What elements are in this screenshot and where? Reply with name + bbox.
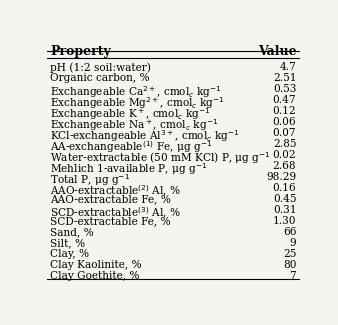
Text: 0.07: 0.07 (273, 128, 296, 138)
Text: SCD-extractable Fe, %: SCD-extractable Fe, % (50, 216, 171, 226)
Text: Mehlich 1-available P, μg g$^{-1}$: Mehlich 1-available P, μg g$^{-1}$ (50, 161, 208, 177)
Text: SCD-extractable$^{(3)}$ Al, %: SCD-extractable$^{(3)}$ Al, % (50, 205, 181, 221)
Text: Exchangeable Ca$^{2+}$, cmol$_c$ kg$^{-1}$: Exchangeable Ca$^{2+}$, cmol$_c$ kg$^{-1… (50, 84, 222, 100)
Text: 66: 66 (283, 227, 296, 237)
Text: 80: 80 (283, 260, 296, 270)
Text: 0.02: 0.02 (273, 150, 296, 160)
Text: Exchangeable K$^+$, cmol$_c$ kg$^{-1}$: Exchangeable K$^+$, cmol$_c$ kg$^{-1}$ (50, 106, 211, 122)
Text: Water-extractable (50 mM KCl) P, μg g$^{-1}$: Water-extractable (50 mM KCl) P, μg g$^{… (50, 150, 271, 166)
Text: Exchangeable Mg$^{2+}$, cmol$_c$ kg$^{-1}$: Exchangeable Mg$^{2+}$, cmol$_c$ kg$^{-1… (50, 95, 225, 111)
Text: Silt, %: Silt, % (50, 238, 85, 248)
Text: AA-exchangeable$^{(1)}$ Fe, μg g$^{-1}$: AA-exchangeable$^{(1)}$ Fe, μg g$^{-1}$ (50, 139, 212, 155)
Text: 1.30: 1.30 (273, 216, 296, 226)
Text: 0.53: 0.53 (273, 84, 296, 94)
Text: 2.68: 2.68 (273, 161, 296, 171)
Text: 0.45: 0.45 (273, 194, 296, 204)
Text: 0.16: 0.16 (273, 183, 296, 193)
Text: Exchangeable Na$^+$, cmol$_c$ kg$^{-1}$: Exchangeable Na$^+$, cmol$_c$ kg$^{-1}$ (50, 117, 218, 133)
Text: 98.29: 98.29 (266, 172, 296, 182)
Text: 0.06: 0.06 (273, 117, 296, 127)
Text: Clay, %: Clay, % (50, 249, 89, 259)
Text: 9: 9 (290, 238, 296, 248)
Text: AAO-extractable$^{(2)}$ Al, %: AAO-extractable$^{(2)}$ Al, % (50, 183, 181, 199)
Text: KCl-exchangeable Al$^{3+}$, cmol$_c$ kg$^{-1}$: KCl-exchangeable Al$^{3+}$, cmol$_c$ kg$… (50, 128, 240, 144)
Text: Clay Kaolinite, %: Clay Kaolinite, % (50, 260, 142, 270)
Text: 0.31: 0.31 (273, 205, 296, 215)
Text: Value: Value (258, 45, 296, 58)
Text: 0.12: 0.12 (273, 106, 296, 116)
Text: 25: 25 (283, 249, 296, 259)
Text: Sand, %: Sand, % (50, 227, 94, 237)
Text: AAO-extractable Fe, %: AAO-extractable Fe, % (50, 194, 171, 204)
Text: 0.47: 0.47 (273, 95, 296, 105)
Text: Organic carbon, %: Organic carbon, % (50, 73, 150, 83)
Text: pH (1:2 soil:water): pH (1:2 soil:water) (50, 62, 151, 72)
Text: Total P, μg g$^{-1}$: Total P, μg g$^{-1}$ (50, 172, 130, 188)
Text: Clay Goethite, %: Clay Goethite, % (50, 271, 140, 281)
Text: 4.7: 4.7 (280, 62, 296, 72)
Text: 2.51: 2.51 (273, 73, 296, 83)
Text: 7: 7 (290, 271, 296, 281)
Text: Property: Property (50, 45, 111, 58)
Text: 2.85: 2.85 (273, 139, 296, 149)
